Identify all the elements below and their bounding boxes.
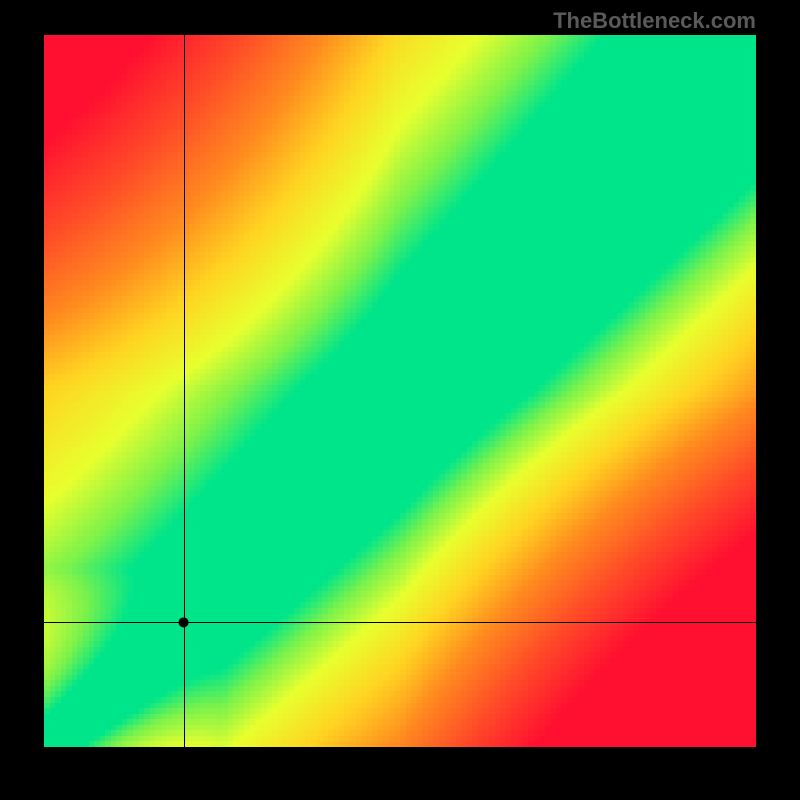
heatmap-plot bbox=[44, 35, 756, 747]
watermark-label: TheBottleneck.com bbox=[553, 8, 756, 34]
heatmap-canvas bbox=[44, 35, 756, 747]
